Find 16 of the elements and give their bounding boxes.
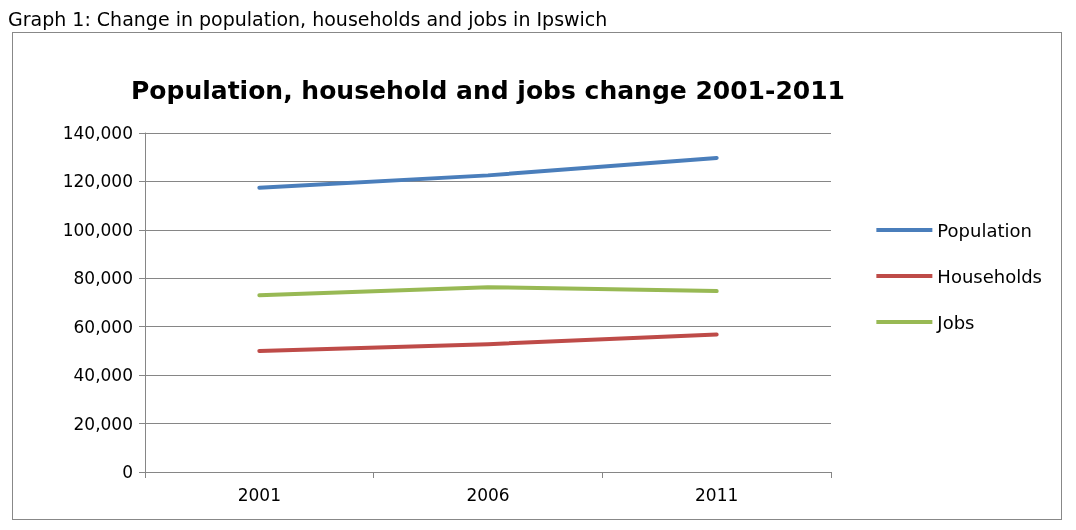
x-tick-label: 2001 [237,484,281,505]
legend-label: Jobs [936,311,975,333]
y-tick-label: 100,000 [62,219,133,240]
y-tick-label: 60,000 [73,316,133,337]
legend-label: Households [937,265,1043,287]
x-tick-label: 2006 [466,484,510,505]
y-tick-label: 120,000 [62,171,133,192]
x-tick-label: 2011 [695,484,739,505]
chart-title: Population, household and jobs change 2001-2011 [131,76,845,105]
legend-label: Population [937,219,1032,241]
caption: Graph 1: Change in population, households and jobs in Ipswich [8,8,608,30]
y-tick-label: 80,000 [73,268,133,289]
y-tick-label: 20,000 [73,413,133,434]
y-tick-label: 140,000 [62,123,133,143]
y-tick-label: 40,000 [73,365,133,386]
y-tick-label: 0 [122,462,133,482]
